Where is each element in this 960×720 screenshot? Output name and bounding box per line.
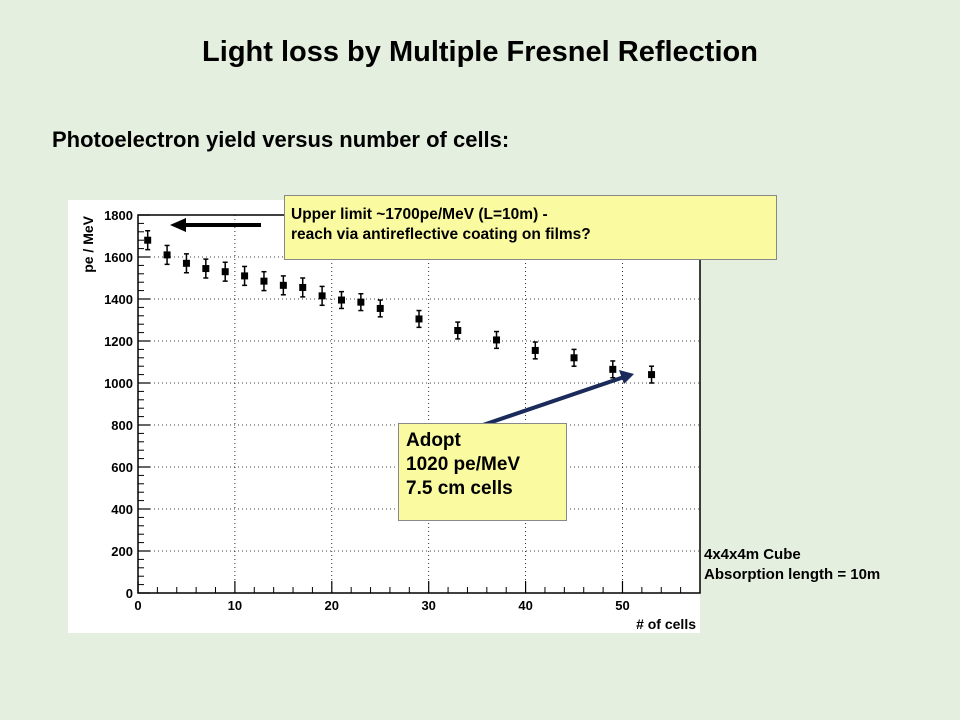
adopt-line-3: 7.5 cm cells	[406, 478, 513, 499]
data-point	[531, 346, 539, 354]
data-point	[260, 277, 268, 285]
y-axis-title: pe / MeV	[80, 215, 96, 272]
data-point	[144, 236, 152, 244]
upper-limit-arrowhead	[170, 218, 186, 232]
data-point-group	[415, 309, 423, 329]
data-point	[163, 251, 171, 259]
y-tick-label: 200	[111, 544, 133, 559]
data-point	[357, 298, 365, 306]
x-axis-title: # of cells	[636, 616, 696, 632]
data-point-group	[570, 348, 578, 367]
data-point-group	[241, 265, 249, 287]
data-point-group	[260, 270, 268, 292]
data-point-group	[648, 365, 656, 384]
x-tick-label: 0	[134, 598, 141, 613]
data-point	[493, 336, 501, 344]
y-tick-label: 0	[126, 586, 133, 601]
data-point	[376, 304, 384, 312]
data-point	[202, 265, 210, 273]
x-tick-label: 50	[615, 598, 629, 613]
adopt-line-2: 1020 pe/MeV	[406, 454, 521, 475]
adopt-callout: Adopt 1020 pe/MeV 7.5 cm cells	[398, 423, 567, 521]
data-point-group	[493, 330, 501, 350]
data-point	[182, 259, 190, 267]
data-point-group	[202, 258, 210, 279]
data-point-group	[454, 321, 462, 340]
data-point-group	[163, 244, 171, 266]
data-point-group	[182, 253, 190, 274]
plot-panel: 0 200 400 600 800 1000 1200 1400 1600 1800 0 10 20 30…	[68, 200, 701, 633]
x-tick-label: 30	[421, 598, 435, 613]
marks-layer	[144, 230, 656, 384]
data-point-group	[376, 299, 384, 318]
data-point	[609, 365, 617, 373]
data-point	[241, 272, 249, 280]
data-point-group	[144, 230, 152, 251]
upper-limit-line-2: reach via antireflective coating on film…	[291, 226, 591, 243]
data-point-group	[337, 290, 345, 310]
data-point-group	[318, 285, 326, 307]
adopt-arrow	[482, 375, 625, 427]
data-point-group	[299, 277, 307, 298]
y-tick-label: 400	[111, 502, 133, 517]
yield-vs-cells-chart: 0 200 400 600 800 1000 1200 1400 1600 1800 0 10 20 30…	[80, 208, 701, 632]
data-point	[337, 296, 345, 304]
cube-note: 4x4x4m Cube Absorption length = 10m	[704, 545, 880, 585]
axis-layer: 0 200 400 600 800 1000 1200 1400 1600 1800 0 10 20 30…	[104, 208, 701, 613]
data-point	[454, 327, 462, 334]
y-tick-label: 1000	[104, 376, 133, 391]
data-point	[221, 268, 229, 276]
data-point-group	[221, 261, 229, 282]
data-point	[299, 283, 307, 291]
y-tick-label: 1400	[104, 292, 133, 307]
data-point	[279, 281, 287, 289]
y-tick-label: 600	[111, 460, 133, 475]
data-point	[570, 354, 578, 362]
upper-limit-line-1: Upper limit ~1700pe/MeV (L=10m) -	[291, 206, 548, 223]
adopt-arrowhead	[619, 370, 634, 384]
cube-note-line-1: 4x4x4m Cube	[704, 546, 801, 563]
x-tick-label: 40	[518, 598, 532, 613]
y-tick-label: 800	[111, 418, 133, 433]
y-tick-label: 1200	[104, 334, 133, 349]
adopt-line-1: Adopt	[406, 430, 461, 451]
data-point	[415, 315, 423, 323]
upper-limit-callout: Upper limit ~1700pe/MeV (L=10m) - reach …	[284, 195, 777, 260]
x-tick-label: 10	[228, 598, 242, 613]
data-point-group	[357, 293, 365, 312]
data-point	[648, 371, 656, 379]
y-tick-label: 1800	[104, 208, 133, 223]
data-point-group	[531, 341, 539, 360]
cube-note-line-2: Absorption length = 10m	[704, 566, 881, 583]
data-point-group	[609, 360, 617, 379]
x-tick-label: 20	[325, 598, 339, 613]
data-point	[318, 292, 326, 300]
slide-subtitle: Photoelectron yield versus number of cel…	[52, 127, 510, 152]
data-point-group	[279, 275, 287, 296]
slide-title: Light loss by Multiple Fresnel Reflectio…	[202, 36, 758, 68]
y-tick-label: 1600	[104, 250, 133, 265]
